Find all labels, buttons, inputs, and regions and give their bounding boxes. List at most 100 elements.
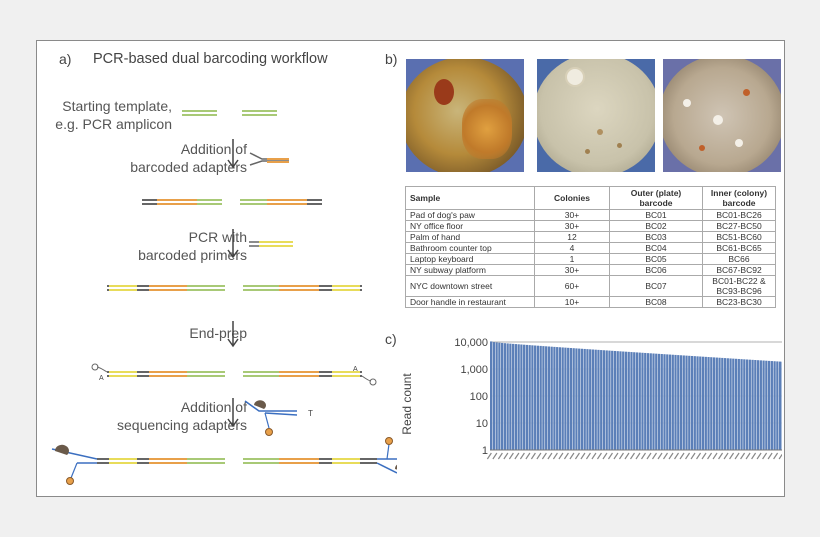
- bar: [748, 359, 751, 450]
- bar: [622, 351, 625, 450]
- step-seq-line1: Addition of: [180, 399, 247, 415]
- step-addition: Addition of barcoded adapters: [130, 140, 247, 176]
- workflow-diagram: A A T: [51, 109, 397, 485]
- bar: [605, 350, 608, 450]
- bar: [630, 352, 633, 450]
- bar: [624, 351, 628, 450]
- bar: [498, 342, 501, 450]
- x-tick-mark: [580, 452, 586, 460]
- cell-inner: BC61-BC65: [702, 242, 776, 254]
- bar: [512, 343, 515, 450]
- bar: [600, 350, 603, 450]
- bar: [715, 357, 718, 450]
- bar: [696, 356, 699, 450]
- arrow-3: [227, 321, 239, 348]
- bar: [693, 356, 696, 450]
- table-row: NY office floor 30+ BC02 BC27-BC50: [405, 220, 776, 232]
- step-template-line1: Starting template,: [62, 98, 172, 114]
- bar: [572, 348, 575, 450]
- bar: [564, 347, 567, 450]
- bar: [492, 342, 496, 450]
- cell-colonies: 60+: [534, 275, 610, 297]
- bar: [611, 350, 614, 450]
- sequencing-adapter: [244, 400, 298, 436]
- bar: [682, 355, 685, 450]
- x-tick-mark: [701, 452, 707, 460]
- x-tick-mark: [696, 452, 702, 460]
- col-header-colonies: Colonies: [534, 186, 610, 210]
- cell-sample: NY office floor: [405, 220, 535, 232]
- cell-inner: BC23-BC30: [702, 296, 776, 308]
- x-tick-mark: [596, 452, 602, 460]
- bar: [688, 355, 691, 450]
- bar: [578, 348, 581, 450]
- bar: [770, 361, 773, 450]
- cell-colonies: 30+: [534, 220, 610, 232]
- bar: [523, 344, 526, 450]
- table-row: Palm of hand 12 BC03 BC51-BC60: [405, 231, 776, 243]
- bar: [721, 357, 724, 450]
- cell-colonies: 10+: [534, 296, 610, 308]
- arrow-1: [227, 139, 239, 169]
- tail-a-left: A: [99, 375, 104, 382]
- bar: [635, 352, 639, 450]
- cell-colonies: 30+: [534, 264, 610, 276]
- bar: [737, 358, 740, 450]
- bar: [608, 350, 611, 450]
- final-product: [51, 437, 397, 485]
- bars: [490, 341, 782, 451]
- bar: [550, 346, 553, 450]
- barcoded-adapter: [249, 152, 289, 166]
- bar: [542, 346, 545, 450]
- bar: [644, 352, 647, 450]
- read-count-chart: Read count 1 10 100 1,000 10,000: [400, 337, 782, 460]
- tail-a-right: A: [353, 366, 358, 373]
- bar: [649, 353, 652, 450]
- bar: [531, 345, 534, 450]
- y-tick-label: 10,000: [454, 337, 488, 349]
- cell-sample: Palm of hand: [405, 231, 535, 243]
- bar: [666, 354, 669, 450]
- bar: [627, 351, 630, 450]
- bar: [641, 352, 644, 450]
- x-tick-mark: [652, 452, 658, 460]
- x-tick-mark: [519, 452, 525, 460]
- x-tick-mark: [574, 452, 580, 460]
- x-axis-ticks: [486, 452, 782, 460]
- bar: [707, 357, 710, 450]
- cell-sample: NY subway platform: [405, 264, 535, 276]
- y-tick-label: 1: [482, 445, 488, 457]
- bar: [718, 357, 721, 450]
- bar: [759, 360, 762, 450]
- x-tick-mark: [685, 452, 691, 460]
- x-tick-mark: [530, 452, 536, 460]
- bar: [745, 359, 749, 450]
- bar: [734, 358, 738, 450]
- bar: [778, 361, 782, 450]
- x-tick-mark: [508, 452, 514, 460]
- step-seq: Addition of sequencing adapters: [117, 398, 247, 434]
- x-tick-mark: [723, 452, 729, 460]
- bar: [740, 359, 743, 450]
- bar: [743, 359, 746, 450]
- bar: [613, 350, 617, 450]
- bar: [767, 360, 771, 450]
- x-tick-mark: [629, 452, 635, 460]
- x-tick-mark: [679, 452, 685, 460]
- bar: [765, 360, 768, 450]
- bar: [663, 354, 666, 450]
- cell-colonies: 1: [534, 253, 610, 265]
- barcoded-primers: [249, 241, 293, 247]
- cell-sample: Laptop keyboard: [405, 253, 535, 265]
- bar: [594, 349, 597, 450]
- y-tick-label: 10: [476, 418, 488, 430]
- cell-inner: BC01-BC22 & BC93-BC96: [702, 275, 776, 297]
- y-axis-label: Read count: [400, 373, 414, 435]
- table-row: Laptop keyboard 1 BC05 BC66: [405, 253, 776, 265]
- x-tick-mark: [756, 452, 762, 460]
- x-tick-mark: [569, 452, 575, 460]
- bar: [536, 345, 540, 450]
- bar: [726, 358, 729, 450]
- step-template: Starting template, e.g. PCR amplicon: [55, 97, 172, 133]
- bar: [528, 345, 531, 450]
